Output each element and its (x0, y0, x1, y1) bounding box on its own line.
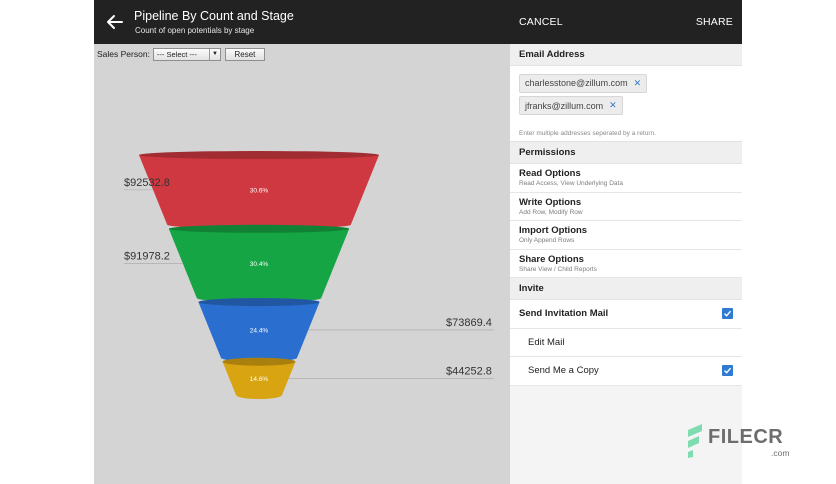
report-view: Pipeline By Count and Stage Count of ope… (94, 0, 510, 484)
option-title: Read Options (519, 168, 581, 179)
funnel-segment (168, 228, 350, 303)
option-title: Import Options (519, 225, 588, 236)
funnel-segment-top (168, 224, 350, 233)
remove-email-icon[interactable]: ✕ (633, 77, 642, 88)
send-invitation-label: Send Invitation Mail (519, 308, 609, 320)
right-margin (742, 0, 836, 484)
filecr-logo-icon (688, 424, 702, 458)
send-invitation-checkbox[interactable] (722, 308, 733, 320)
watermark-domain: .com (771, 448, 790, 458)
funnel-segment-top (139, 151, 379, 159)
email-hint: Enter multiple addresses seperated by a … (510, 126, 742, 142)
cancel-button[interactable]: CANCEL (519, 16, 563, 28)
option-subtitle: Only Append Rows (519, 237, 575, 244)
funnel-value-label: $73869.4 (446, 317, 492, 329)
send-copy-row[interactable]: Send Me a Copy (510, 357, 742, 386)
email-chip-text: charlesstone@zillum.com (525, 78, 628, 88)
edit-mail-row[interactable]: Edit Mail (510, 329, 742, 357)
funnel-segment (198, 302, 320, 362)
read-options-item[interactable]: Read Options Read Access, View Underlyin… (510, 164, 742, 193)
funnel-value-label: $91978.2 (124, 250, 170, 262)
back-arrow-icon[interactable] (104, 11, 126, 33)
option-title: Share Options (519, 253, 584, 265)
reset-button[interactable]: Reset (224, 47, 265, 61)
panel-empty-area (510, 385, 742, 484)
send-copy-checkbox[interactable] (722, 365, 733, 377)
email-chip: jfranks@zillum.com ✕ (519, 96, 623, 115)
funnel-chart: 30.6% $92532.8 30.4% $91978.2 24.4% $73869.4 1… (124, 151, 494, 399)
share-options-item[interactable]: Share Options Share View / Child Reports (510, 250, 742, 278)
remove-email-icon[interactable]: ✕ (609, 100, 617, 110)
funnel-percent-label: 14.6% (250, 376, 269, 383)
permissions-section-header: Permissions (510, 142, 742, 164)
select-value: --- Select --- (156, 49, 197, 59)
send-invitation-row[interactable]: Send Invitation Mail (510, 300, 742, 329)
filter-bar: Sales Person: --- Select --- ▼ Reset (97, 47, 265, 61)
funnel-segment (139, 155, 379, 229)
report-subtitle: Count of open potentials by stage (135, 26, 255, 35)
report-title: Pipeline By Count and Stage (134, 9, 294, 23)
email-chip: charlesstone@zillum.com ✕ (519, 73, 648, 93)
funnel-value-label: $92532.8 (124, 177, 170, 189)
option-subtitle: Read Access, View Underlying Data (519, 180, 623, 187)
email-section-header: Email Address (510, 44, 742, 66)
funnel-percent-label: 30.6% (250, 187, 269, 194)
share-panel: CANCEL SHARE Email Address charlesstone@… (510, 0, 742, 484)
checkmark-icon (724, 367, 732, 374)
funnel-percent-label: 30.4% (250, 261, 269, 268)
option-title: Write Options (519, 196, 582, 208)
share-button[interactable]: SHARE (695, 16, 733, 28)
checkmark-icon (724, 310, 732, 317)
import-options-item[interactable]: Import Options Only Append Rows (510, 221, 742, 250)
email-chip-text: jfranks@zillum.com (525, 100, 604, 111)
share-panel-header: CANCEL SHARE (510, 0, 742, 44)
invite-section-header: Invite (510, 278, 742, 300)
sales-person-select[interactable]: --- Select --- ▼ (152, 47, 221, 61)
watermark: FILECR .com (688, 424, 798, 464)
option-subtitle: Share View / Child Reports (519, 265, 597, 273)
send-copy-label: Send Me a Copy (528, 365, 599, 377)
report-header: Pipeline By Count and Stage Count of ope… (94, 0, 510, 44)
option-subtitle: Add Row, Modify Row (519, 208, 583, 216)
funnel-segment (222, 361, 296, 399)
left-margin (0, 0, 94, 484)
funnel-value-label: $44252.8 (446, 365, 492, 377)
funnel-percent-label: 24.4% (250, 327, 269, 334)
write-options-item[interactable]: Write Options Add Row, Modify Row (510, 193, 742, 221)
edit-mail-label: Edit Mail (528, 336, 565, 348)
funnel-segment-top (222, 357, 296, 366)
email-input-area[interactable]: charlesstone@zillum.com ✕ jfranks@zillum… (510, 66, 742, 126)
funnel-segment-top (198, 298, 320, 307)
chevron-down-icon: ▼ (208, 48, 220, 60)
sales-person-label: Sales Person: (97, 49, 150, 59)
watermark-text: FILECR (708, 426, 784, 448)
